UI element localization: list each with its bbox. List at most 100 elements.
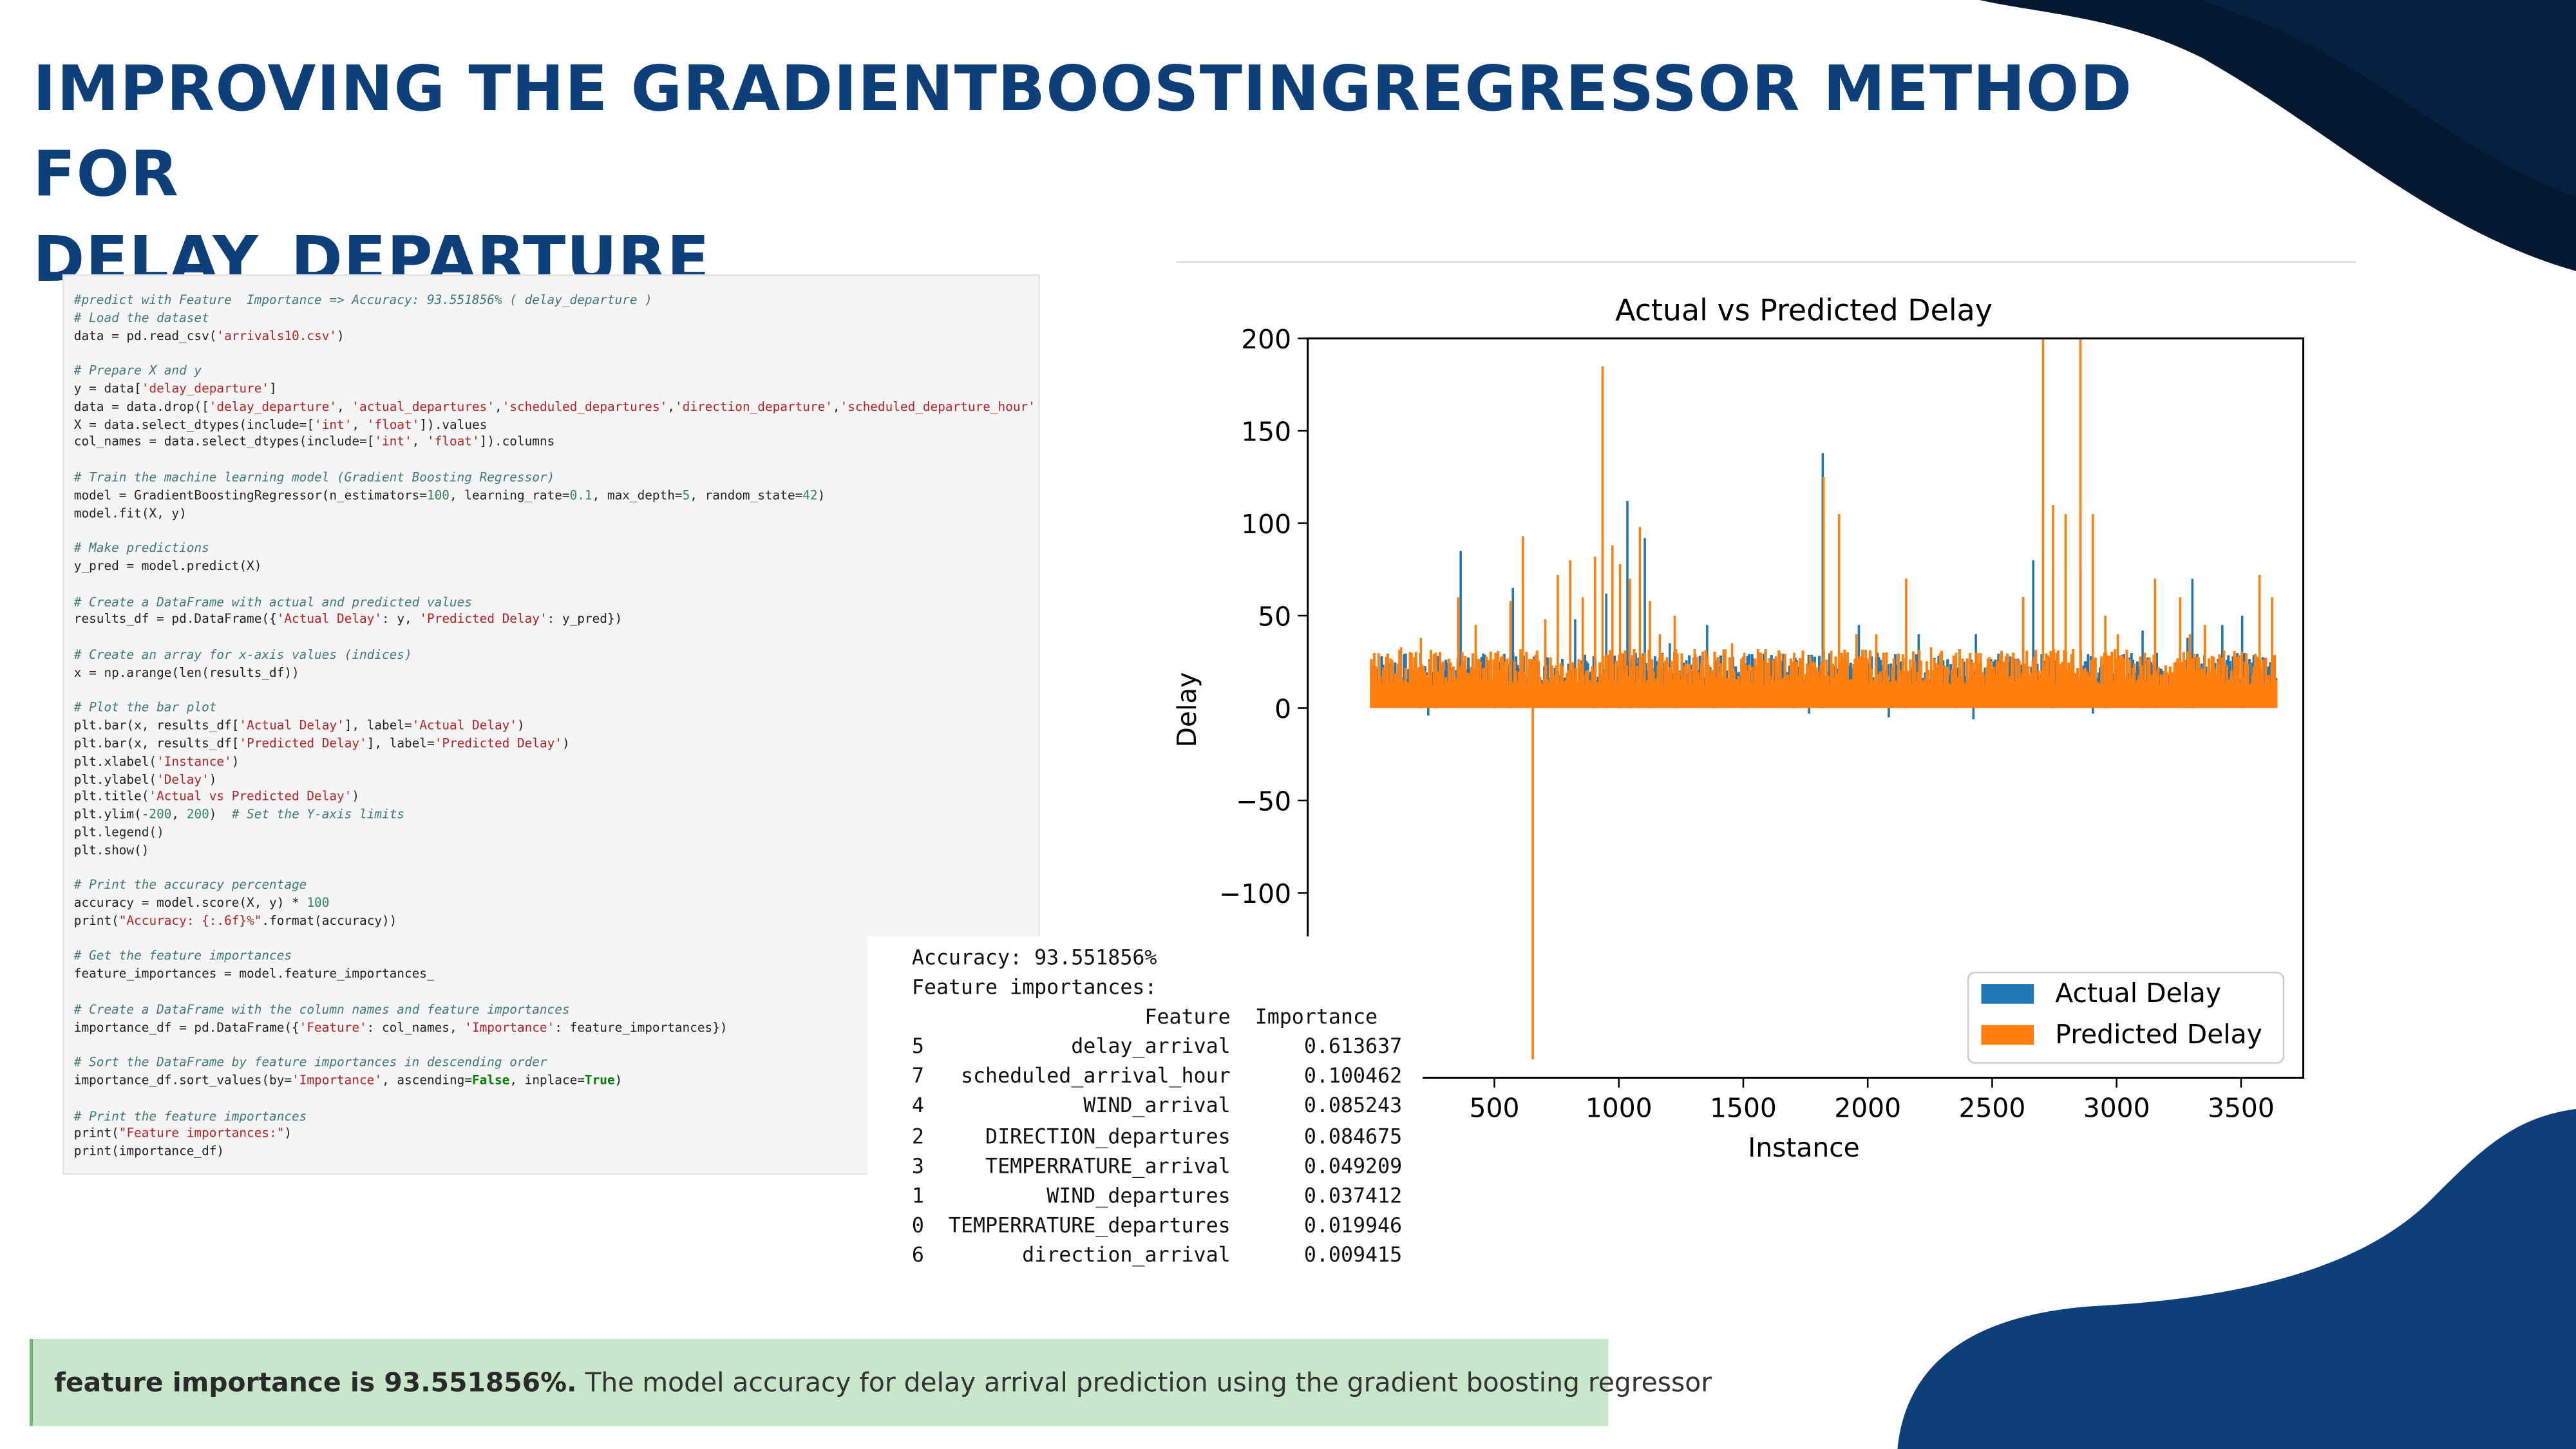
code-token: y = data[ (73, 381, 142, 396)
delay-bar (1564, 680, 1567, 708)
summary-plain-text: The model accuracy for delay arrival pre… (576, 1367, 1712, 1398)
delay-spike-bar (1972, 708, 1975, 719)
delay-bar (1762, 686, 1766, 708)
delay-bar (1967, 679, 1970, 708)
delay-spike-bar (1888, 708, 1890, 717)
delay-spike-bar (1929, 647, 1933, 708)
delay-bar (1482, 668, 1485, 708)
delay-bar (1444, 677, 1448, 708)
code-line: model.fit(X, y) (74, 506, 1028, 524)
delay-bar (1683, 666, 1687, 708)
delay-bar (1862, 658, 1866, 708)
code-token: # Print the feature importances (73, 1108, 307, 1124)
delay-bar (1849, 679, 1852, 708)
delay-bar (1828, 685, 1832, 708)
code-line: importance_df.sort_values(by='Importance… (74, 1073, 1028, 1091)
delay-bar (1728, 657, 1731, 708)
delay-spike-bar (2179, 597, 2181, 708)
delay-bar (1589, 682, 1593, 708)
code-token: , max_depth= (592, 488, 683, 503)
delay-bar (2170, 672, 2174, 708)
delay-spike-bar (1399, 647, 1403, 708)
delay-bar (2217, 661, 2220, 708)
delay-bar (1867, 683, 1870, 708)
delay-spike-bar (1638, 527, 1642, 708)
delay-bar (1725, 678, 1728, 708)
delay-bar (1944, 673, 1947, 708)
delay-spike-bar (1837, 514, 1841, 708)
code-line: col_names = data.select_dtypes(include=[… (74, 434, 1028, 452)
delay-bar (2257, 663, 2260, 708)
delay-bar (1429, 650, 1432, 708)
delay-spike-bar (2188, 634, 2192, 708)
delay-bar (1531, 658, 1534, 708)
delay-bar (1903, 672, 1906, 708)
code-token: # Sort the DataFrame by feature importan… (73, 1055, 547, 1070)
delay-bar (2115, 658, 2118, 708)
delay-bar (1573, 675, 1576, 708)
delay-bar (2260, 668, 2263, 708)
delay-bar (1571, 662, 1575, 708)
delay-bar (2186, 651, 2190, 708)
row-index: 6 (911, 1242, 924, 1267)
delay-bar (2266, 677, 2269, 708)
delay-bar (1777, 650, 1781, 708)
delay-bar (1821, 661, 1824, 708)
delay-spike-bar (1875, 634, 1878, 708)
delay-bar (1455, 681, 1458, 708)
delay-bar (1937, 664, 1940, 708)
bottom-right-wave-shape (1897, 1108, 2576, 1449)
code-line: plt.legend() (74, 824, 1028, 842)
delay-spike-bar (1822, 477, 1825, 708)
summary-banner: feature importance is 93.551856%. The mo… (29, 1339, 1712, 1426)
delay-bar (1398, 650, 1401, 708)
delay-bar (1634, 683, 1637, 708)
delay-bar (1761, 659, 1764, 708)
delay-bar (1504, 676, 1508, 708)
y-tick-label: 150 (1241, 416, 1291, 447)
delay-bar (2152, 654, 2155, 708)
delay-bar (2261, 659, 2264, 708)
delay-bar (2230, 670, 2233, 708)
delay-bar (1686, 685, 1689, 708)
delay-bar (2087, 673, 2090, 708)
code-line: y = data['delay_departure'] (74, 381, 1028, 399)
delay-bar (1370, 659, 1373, 708)
delay-spike-bar (1544, 619, 1547, 708)
delay-bar (2167, 684, 2170, 708)
delay-bar (1616, 684, 1620, 708)
delay-bar (1662, 684, 1665, 708)
delay-bar (1452, 666, 1455, 708)
delay-bar (1609, 650, 1612, 708)
delay-bar (2254, 654, 2257, 708)
delay-bar (2060, 663, 2063, 708)
delay-bar (2251, 674, 2254, 708)
row-index: 0 (911, 1212, 924, 1237)
code-token: False (472, 1072, 510, 1088)
delay-bar (1913, 661, 1917, 708)
delay-bar (1394, 674, 1397, 708)
code-line: data = pd.read_csv('arrivals10.csv') (74, 328, 1028, 346)
delay-bar (2046, 655, 2049, 708)
delay-bar (1677, 672, 1680, 708)
delay-bar (1428, 661, 1431, 708)
code-token: 5 (682, 488, 690, 503)
code-line: plt.bar(x, results_df['Actual Delay'], l… (74, 718, 1028, 736)
code-token: 'int' (314, 416, 352, 431)
delay-bar (2192, 654, 2195, 708)
code-token: x = np.arange(len(results_df)) (73, 665, 299, 680)
code-line: # Load the dataset (74, 310, 1028, 328)
delay-bar (1915, 682, 1918, 708)
delay-bar (1622, 671, 1625, 708)
delay-bar (1423, 671, 1426, 708)
code-token: ) (614, 1072, 623, 1088)
delay-bar (2185, 670, 2188, 708)
delay-spike-bar (1382, 667, 1385, 708)
code-token: , (412, 434, 427, 450)
code-line: results_df = pd.DataFrame({'Actual Delay… (74, 612, 1028, 630)
delay-bar (1517, 671, 1520, 708)
delay-bar (2032, 657, 2036, 708)
delay-bar (1537, 661, 1540, 708)
console-output: Accuracy: 93.551856% Feature importances… (867, 936, 1423, 1278)
code-token: "Accuracy: {:.6f}%" (118, 913, 262, 929)
